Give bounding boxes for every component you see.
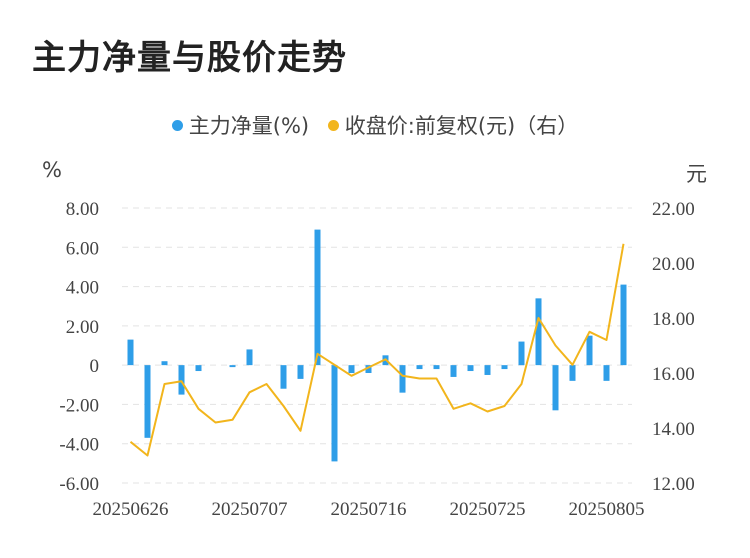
x-axis-tick-label: 20250626 xyxy=(93,499,169,520)
right-axis-tick-label: 16.00 xyxy=(652,364,695,385)
bar-net-volume xyxy=(161,361,168,366)
bar-net-volume xyxy=(144,365,151,438)
bar-net-volume xyxy=(314,229,321,366)
bar-net-volume xyxy=(178,365,185,395)
left-axis-tick-label: -4.00 xyxy=(59,435,99,456)
bar-net-volume xyxy=(297,365,304,379)
bar-net-volume xyxy=(501,365,508,370)
right-axis-unit: 元 xyxy=(686,162,707,186)
bar-net-volume xyxy=(620,284,627,366)
bar-net-volume xyxy=(365,365,372,373)
left-axis-tick-label: 4.00 xyxy=(66,278,99,299)
right-axis-tick-label: 18.00 xyxy=(652,309,695,330)
left-axis-tick-label: 0 xyxy=(90,356,100,377)
left-axis-tick-label: 6.00 xyxy=(66,238,99,259)
left-axis-unit: % xyxy=(42,158,62,182)
bar-net-volume xyxy=(433,365,440,370)
legend-item-net-volume[interactable]: 主力净量(%) xyxy=(171,110,310,140)
chart-legend: 主力净量(%) 收盘价:前复权(元)（右） xyxy=(0,110,750,140)
right-axis-tick-label: 12.00 xyxy=(652,474,695,495)
bar-net-volume xyxy=(535,298,542,366)
bar-net-volume xyxy=(450,365,457,377)
left-axis-tick-label: 8.00 xyxy=(66,199,99,220)
bar-net-volume xyxy=(246,349,253,366)
left-axis-tick-label: -2.00 xyxy=(59,395,99,416)
x-axis-tick-label: 20250707 xyxy=(212,499,288,520)
bar-net-volume xyxy=(229,365,236,368)
x-axis-tick-label: 20250716 xyxy=(331,499,407,520)
bar-net-volume xyxy=(416,365,423,370)
bar-net-volume xyxy=(467,365,474,372)
legend-dot-blue-icon xyxy=(171,119,183,131)
line-close-price xyxy=(129,243,625,457)
bar-net-volume xyxy=(484,365,491,375)
bar-net-volume xyxy=(603,365,610,381)
bar-net-volume xyxy=(518,341,525,366)
bar-net-volume xyxy=(399,365,406,393)
x-axis-tick-label: 20250725 xyxy=(450,499,526,520)
chart-title: 主力净量与股价走势 xyxy=(32,38,347,78)
bar-net-volume xyxy=(127,339,134,366)
bar-net-volume xyxy=(552,365,559,411)
bar-net-volume xyxy=(569,365,576,381)
bar-net-volume xyxy=(280,365,287,389)
right-axis-tick-label: 14.00 xyxy=(652,419,695,440)
right-axis-tick-label: 20.00 xyxy=(652,254,695,275)
legend-label-close-price: 收盘价:前复权(元)（右） xyxy=(344,114,579,138)
legend-dot-yellow-icon xyxy=(327,119,339,131)
legend-label-net-volume: 主力净量(%) xyxy=(188,114,310,138)
left-axis-tick-label: -6.00 xyxy=(59,474,99,495)
bar-net-volume xyxy=(586,335,593,366)
legend-item-close-price[interactable]: 收盘价:前复权(元)（右） xyxy=(327,110,579,140)
x-axis-tick-label: 20250805 xyxy=(569,499,645,520)
right-axis-tick-label: 22.00 xyxy=(652,199,695,220)
bar-net-volume xyxy=(195,365,202,372)
bar-net-volume xyxy=(348,365,355,373)
left-axis-tick-label: 2.00 xyxy=(66,317,99,338)
bar-net-volume xyxy=(331,365,338,462)
